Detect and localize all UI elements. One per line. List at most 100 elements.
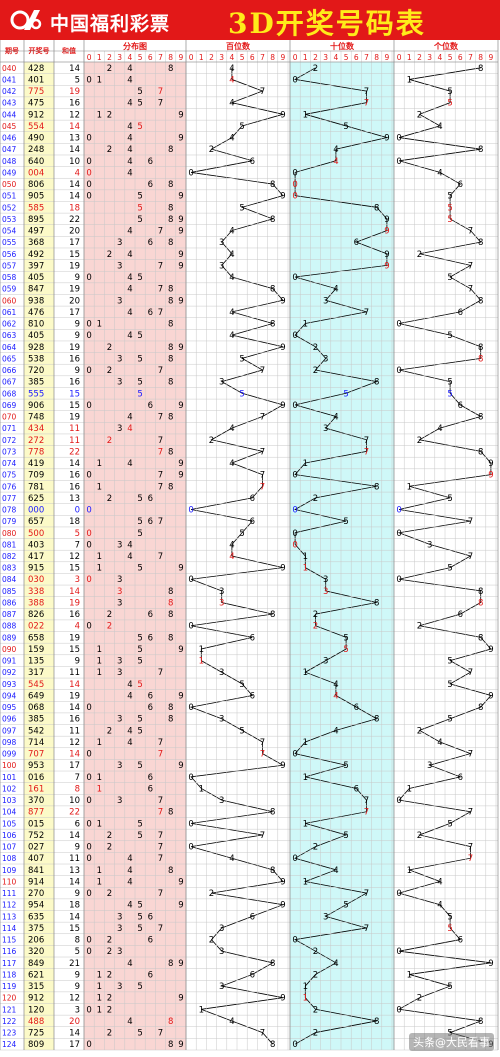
sum-cell: 15: [69, 924, 80, 934]
position-digit: 3: [323, 912, 328, 922]
position-digit: 2: [313, 610, 318, 620]
position-digit: 8: [478, 703, 483, 713]
number-cell: 555: [28, 389, 44, 399]
distribution-digit: 5: [137, 564, 142, 574]
number-cell: 206: [28, 936, 44, 946]
distribution-digit: 0: [86, 366, 91, 376]
number-cell: 877: [28, 808, 44, 818]
issue-cell: 049: [2, 168, 17, 177]
sum-cell: 14: [69, 680, 80, 690]
distribution-digit: 9: [178, 645, 183, 655]
issue-cell: 092: [2, 668, 17, 677]
distribution-digit: 5: [137, 331, 142, 341]
distribution-digit: 3: [117, 657, 122, 667]
distribution-digit: 7: [158, 924, 163, 934]
number-cell: 545: [28, 680, 44, 690]
distribution-digit: 4: [127, 413, 132, 423]
distribution-digit: 5: [137, 378, 142, 388]
logo: 中国福利彩票: [10, 6, 210, 35]
distribution-digit: 5: [137, 529, 142, 539]
position-digit: 2: [417, 726, 422, 736]
sum-cell: 9: [75, 273, 80, 283]
position-digit: 5: [343, 645, 348, 655]
position-digit: 6: [458, 308, 463, 318]
position-digit: 0: [188, 843, 193, 853]
position-digit: 0: [292, 331, 297, 341]
distribution-digit: 7: [158, 517, 163, 527]
number-cell: 906: [28, 401, 44, 411]
issue-cell: 090: [2, 645, 17, 654]
sum-cell: 9: [75, 331, 80, 341]
issue-cell: 097: [2, 726, 17, 735]
distribution-digit: 7: [158, 261, 163, 271]
number-cell: 405: [28, 273, 44, 283]
distribution-digit: 7: [158, 447, 163, 457]
distribution-digit: 0: [86, 854, 91, 864]
distribution-digit: 4: [127, 691, 132, 701]
distribution-digit: 2: [107, 436, 112, 446]
issue-cell: 055: [2, 238, 17, 247]
distribution-digit: 3: [117, 598, 122, 608]
position-digit: 1: [303, 773, 308, 783]
issue-cell: 069: [2, 401, 17, 410]
header-number: 开奖号: [29, 46, 50, 55]
position-digit: 0: [396, 947, 401, 957]
position-digit: 2: [313, 494, 318, 504]
issue-cell: 040: [2, 64, 17, 73]
distribution-digit: 0: [86, 889, 91, 899]
sum-cell: 9: [75, 320, 80, 330]
distribution-digit: 1: [97, 784, 102, 794]
position-digit: 7: [468, 843, 473, 853]
position-digit: 1: [199, 1005, 204, 1015]
number-cell: 370: [28, 796, 44, 806]
distribution-digit: 1: [97, 738, 102, 748]
position-digit: 0: [188, 575, 193, 585]
issue-cell: 068: [2, 389, 17, 398]
distribution-digit: 1: [97, 773, 102, 783]
issue-cell: 114: [2, 924, 17, 933]
sum-cell: 19: [69, 261, 80, 271]
position-digit: 8: [478, 587, 483, 597]
distribution-digit: 7: [158, 831, 163, 841]
sum-cell: 14: [69, 459, 80, 469]
distribution-digit: 4: [127, 134, 132, 144]
logo-text: 中国福利彩票: [50, 13, 171, 35]
distribution-digit: 2: [107, 936, 112, 946]
distribution-digit: 4: [127, 250, 132, 260]
position-digit: 9: [280, 994, 285, 1004]
position-digit: 5: [447, 203, 452, 213]
distribution-digit: 8: [168, 715, 173, 725]
distribution-digit: 9: [178, 1040, 183, 1050]
position-digit: 4: [333, 959, 338, 969]
distribution-digit: 3: [117, 912, 122, 922]
distribution-digit: 0: [86, 320, 91, 330]
position-digit: 5: [447, 982, 452, 992]
sum-cell: 14: [69, 587, 80, 597]
number-cell: 015: [28, 819, 44, 829]
position-digit: 5: [343, 633, 348, 643]
distribution-digit: 7: [158, 808, 163, 818]
distribution-digit: 1: [97, 459, 102, 469]
position-digit: 1: [303, 459, 308, 469]
header-digit: 4: [230, 53, 235, 62]
sum-cell: 20: [69, 296, 80, 306]
distribution-digit: 7: [158, 738, 163, 748]
position-digit: 0: [188, 773, 193, 783]
sum-cell: 4: [75, 622, 80, 632]
sum-cell: 15: [69, 250, 80, 260]
issue-cell: 058: [2, 273, 17, 282]
position-digit: 1: [303, 320, 308, 330]
ten-trend-line: [293, 67, 388, 1045]
position-digit: 1: [303, 110, 308, 120]
position-digit: 7: [260, 738, 265, 748]
distribution-digit: 5: [137, 726, 142, 736]
position-digit: 4: [333, 413, 338, 423]
distribution-digit: 4: [127, 738, 132, 748]
sum-cell: 10: [69, 157, 80, 167]
distribution-digit: 3: [117, 715, 122, 725]
position-digit: 3: [219, 587, 224, 597]
position-digit: 5: [239, 389, 244, 399]
issue-cell: 086: [2, 598, 17, 607]
distribution-digit: 3: [117, 587, 122, 597]
position-digit: 3: [219, 924, 224, 934]
